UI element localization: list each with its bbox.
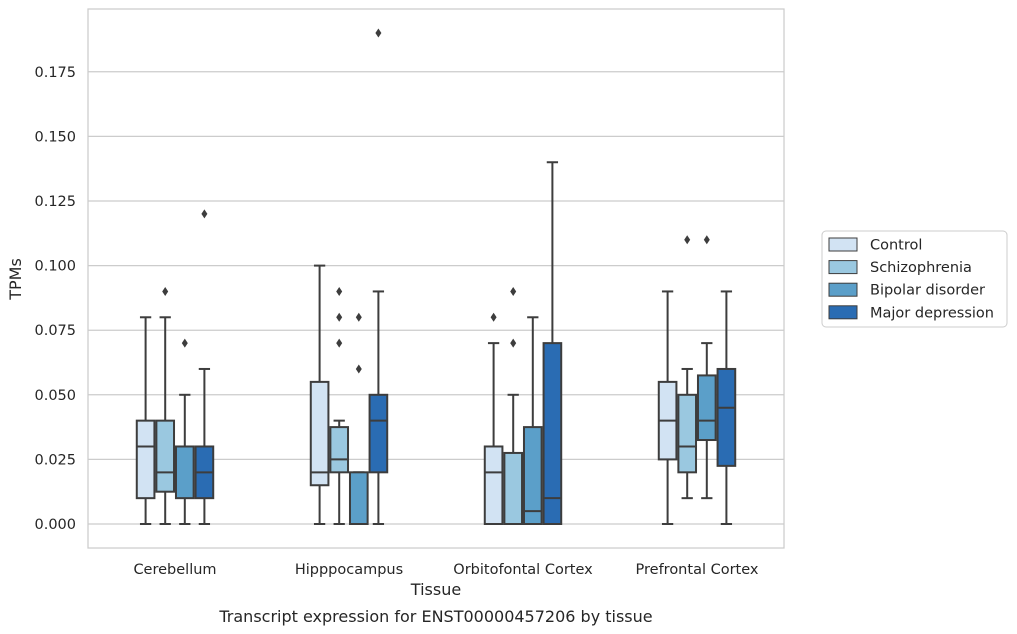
box-control <box>309 264 330 525</box>
x-tick-label: Prefrontal Cortex <box>636 562 759 578</box>
box-iqr <box>174 445 195 500</box>
box-iqr <box>522 426 543 526</box>
outlier-point <box>510 338 517 348</box>
outlier-point <box>201 209 208 219</box>
box-major-depression <box>542 161 563 525</box>
box-iqr <box>542 342 563 525</box>
y-tick-label: 0.050 <box>34 388 76 404</box>
box-iqr <box>155 419 176 493</box>
box-iqr <box>503 451 524 525</box>
box-bipolar-disorder <box>696 235 717 500</box>
box-schizophrenia <box>155 286 176 525</box>
box-schizophrenia <box>677 235 698 500</box>
outlier-point <box>703 235 710 245</box>
y-tick-label: 0.000 <box>34 517 76 533</box>
outlier-point <box>355 312 362 322</box>
y-tick-label: 0.125 <box>34 194 76 210</box>
box-iqr <box>309 380 330 487</box>
outlier-point <box>336 338 343 348</box>
x-tick-label: Orbitofontal Cortex <box>453 562 593 578</box>
legend-frame <box>821 230 1008 328</box>
box-bipolar-disorder <box>348 312 369 526</box>
box-control <box>657 290 678 525</box>
box-control <box>135 316 156 525</box>
chart-title: Transcript expression for ENST0000045720… <box>218 607 652 626</box>
box-iqr <box>329 426 350 474</box>
box-major-depression <box>368 28 389 525</box>
y-tick-labels: 0.000 0.025 0.050 0.075 0.100 0.125 0.150 0.175 <box>34 65 76 533</box>
y-tick-label: 0.075 <box>34 323 76 339</box>
box-iqr <box>135 419 156 500</box>
boxes <box>135 28 737 526</box>
legend-label: Control <box>870 238 922 254</box>
box-iqr <box>677 393 698 474</box>
outlier-point <box>336 286 343 296</box>
legend-swatch <box>828 237 858 252</box>
outlier-point <box>684 235 691 245</box>
legend-label: Schizophrenia <box>870 260 972 276</box>
box-major-depression <box>194 209 215 525</box>
box-iqr <box>348 471 369 526</box>
legend-swatch <box>828 305 858 320</box>
box-schizophrenia <box>503 286 524 525</box>
box-iqr <box>696 374 717 442</box>
box-bipolar-disorder <box>174 338 195 525</box>
x-tick-labels: Cerebellum Hipppocampus Orbitofontal Corte… <box>133 562 758 578</box>
x-tick-label: Hipppocampus <box>295 562 403 578</box>
box-iqr <box>368 393 389 474</box>
box-schizophrenia <box>329 286 350 525</box>
box-iqr <box>716 367 737 467</box>
legend: Control Schizophrenia Bipolar disorder Majo… <box>821 230 1008 328</box>
plot-frame <box>87 8 785 549</box>
outlier-point <box>375 28 382 38</box>
outlier-point <box>162 286 169 296</box>
legend-label: Major depression <box>870 305 994 321</box>
y-tick-label: 0.150 <box>34 129 76 145</box>
x-tick-label: Cerebellum <box>133 562 216 578</box>
outlier-point <box>336 312 343 322</box>
box-bipolar-disorder <box>522 316 543 526</box>
outlier-point <box>490 312 497 322</box>
y-tick-label: 0.175 <box>34 65 76 81</box>
outlier-point <box>355 364 362 374</box>
outlier-point <box>181 338 188 348</box>
y-tick-label: 0.025 <box>34 452 76 468</box>
y-tick-label: 0.100 <box>34 259 76 275</box>
box-major-depression <box>716 290 737 525</box>
x-axis-label: Tissue <box>410 580 461 599</box>
box-control <box>483 312 504 526</box>
box-iqr <box>483 445 504 526</box>
legend-swatch <box>828 260 858 275</box>
legend-swatch <box>828 282 858 297</box>
legend-label: Bipolar disorder <box>870 283 985 299</box>
outlier-point <box>510 286 517 296</box>
y-axis-label: TPMs <box>6 258 25 301</box>
